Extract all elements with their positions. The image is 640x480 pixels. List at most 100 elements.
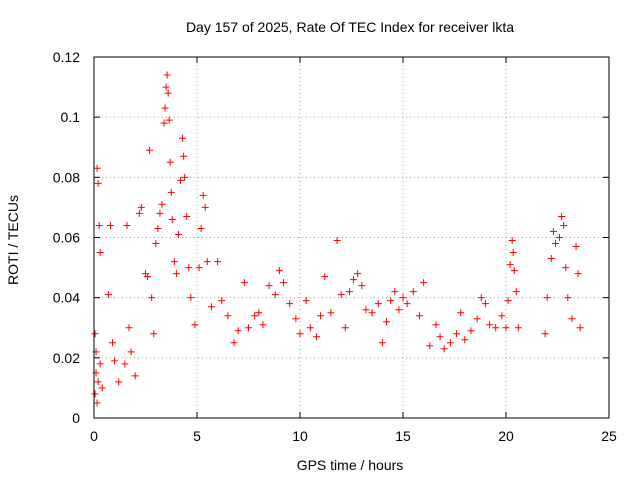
data-point: [564, 294, 572, 302]
data-point: [341, 324, 349, 332]
data-point: [245, 324, 252, 332]
data-point: [378, 339, 386, 347]
data-point: [137, 203, 145, 211]
data-point: [354, 270, 362, 278]
data-point: [224, 312, 232, 320]
data-point: [549, 227, 557, 235]
data-point: [152, 240, 160, 248]
data-point: [94, 179, 102, 187]
data-point: [187, 294, 195, 302]
data-point: [98, 384, 106, 392]
data-point: [420, 279, 428, 287]
data-point: [514, 324, 522, 332]
data-point: [240, 279, 248, 287]
data-point: [327, 309, 335, 317]
data-point: [96, 360, 104, 368]
data-point: [436, 333, 444, 341]
data-point: [181, 173, 189, 181]
data-point: [167, 188, 175, 196]
data-point: [506, 261, 514, 269]
y-tick-label: 0.12: [53, 49, 80, 65]
data-point: [164, 89, 172, 97]
data-point: [391, 288, 399, 296]
data-point: [104, 291, 112, 299]
y-tick-label: 0.1: [61, 109, 81, 125]
data-point: [477, 294, 485, 302]
data-point: [154, 224, 162, 232]
data-point: [551, 240, 559, 248]
data-point: [177, 176, 185, 184]
data-point: [280, 279, 288, 287]
data-point: [492, 324, 500, 332]
data-point: [156, 209, 164, 217]
data-point: [259, 321, 267, 329]
y-tick-label: 0.04: [53, 290, 80, 306]
data-point: [96, 249, 104, 257]
data-point: [562, 264, 570, 272]
data-point: [543, 294, 551, 302]
data-point: [486, 321, 494, 329]
data-point: [509, 249, 517, 257]
data-point: [146, 146, 154, 154]
data-point: [160, 119, 168, 127]
y-tick-label: 0.02: [53, 350, 80, 366]
y-tick-label: 0.08: [53, 169, 80, 185]
grid-lines: [94, 57, 609, 418]
data-point: [568, 315, 576, 323]
data-point: [94, 378, 102, 386]
y-tick-label: 0.06: [53, 230, 80, 246]
data-point: [312, 333, 320, 341]
data-point: [432, 321, 440, 329]
data-point: [265, 282, 273, 290]
data-point: [127, 348, 135, 356]
data-point: [185, 264, 193, 272]
tick-labels: 0 5 10 15 20 25 0 0.02 0.04 0.06 0.08 0.1 0.12: [53, 49, 617, 444]
x-tick-label: 20: [498, 428, 514, 444]
data-point: [440, 345, 448, 353]
data-point: [255, 309, 263, 317]
data-point: [162, 83, 170, 91]
y-tick-label: 0: [72, 410, 80, 426]
data-point: [302, 297, 310, 305]
data-point: [251, 312, 259, 320]
data-point: [556, 234, 564, 241]
data-point: [558, 212, 566, 220]
data-point: [409, 288, 417, 296]
data-point: [91, 390, 99, 398]
data-point: [350, 276, 358, 284]
x-tick-label: 5: [193, 428, 201, 444]
data-point: [131, 372, 139, 380]
data-point: [321, 273, 329, 281]
data-point: [296, 330, 304, 338]
data-point: [362, 306, 370, 314]
data-point: [203, 258, 211, 266]
data-point: [121, 360, 129, 368]
data-point: [199, 191, 207, 199]
data-point: [399, 294, 407, 302]
data-point: [368, 309, 376, 317]
data-point: [383, 318, 391, 326]
data-point: [446, 339, 454, 347]
data-point: [473, 315, 481, 323]
data-point: [165, 116, 173, 124]
data-point: [109, 339, 117, 347]
data-point: [197, 224, 205, 232]
data-point: [541, 330, 549, 338]
data-point: [95, 221, 103, 229]
data-point: [144, 273, 152, 281]
data-point: [161, 104, 169, 112]
data-point: [123, 221, 131, 229]
x-tick-label: 15: [395, 428, 411, 444]
data-point: [502, 324, 510, 332]
y-axis-label: ROTI / TECUs: [5, 195, 21, 285]
data-point: [345, 288, 353, 296]
data-point: [234, 327, 242, 335]
data-point: [572, 243, 580, 251]
data-point: [574, 270, 582, 278]
x-tick-label: 25: [601, 428, 617, 444]
data-point: [576, 324, 584, 332]
data-point: [333, 237, 341, 245]
data-point: [286, 300, 294, 308]
data-point: [91, 330, 99, 338]
